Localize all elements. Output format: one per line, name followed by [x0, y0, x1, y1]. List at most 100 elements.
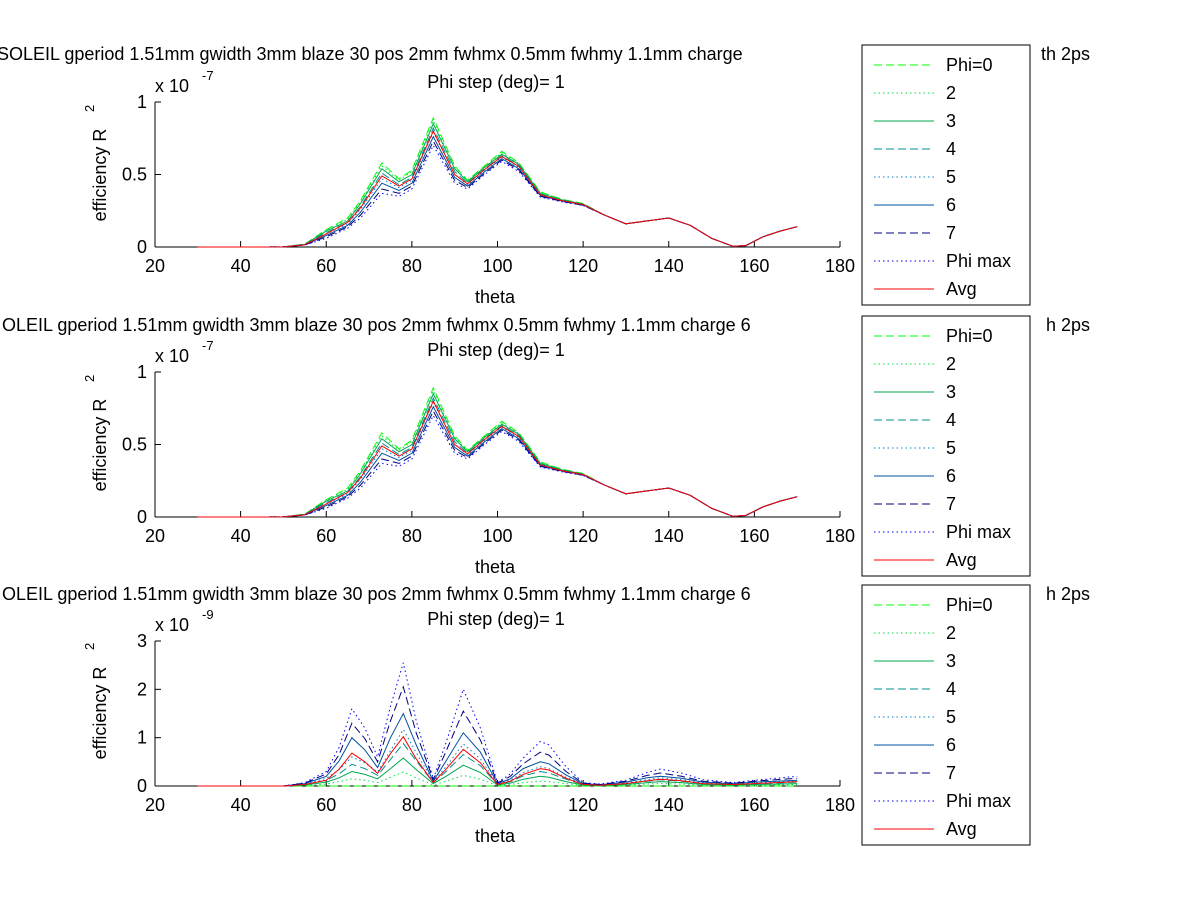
legend-label: Phi max	[946, 251, 1011, 271]
exponent-label: x 10	[155, 346, 189, 366]
x-tick-label: 160	[739, 256, 769, 276]
x-tick-label: 60	[316, 795, 336, 815]
legend-label: Avg	[946, 550, 977, 570]
plot-title-tail: h 2ps	[1046, 584, 1090, 604]
legend-label: 2	[946, 623, 956, 643]
legend-label: 3	[946, 651, 956, 671]
x-tick-label: 40	[231, 256, 251, 276]
y-axis-label-group: efficiency R 2	[82, 105, 110, 222]
x-tick-label: 160	[739, 795, 769, 815]
series-line-5	[197, 728, 798, 787]
legend: Phi=0 2 3 4 5 6 7 Phi max Avg	[861, 584, 1031, 846]
x-tick-label: 60	[316, 256, 336, 276]
x-tick-label: 40	[231, 526, 251, 546]
exponent-power: -7	[202, 338, 214, 353]
series-line-6	[197, 405, 798, 518]
series-line-2	[197, 119, 798, 248]
plot-subtitle: Phi step (deg)= 1	[427, 340, 565, 360]
legend-label: 4	[946, 410, 956, 430]
legend-label: 2	[946, 83, 956, 103]
y-axis-label: efficiency R	[90, 667, 110, 760]
y-tick-label: 0	[137, 507, 147, 527]
exponent-power: -7	[202, 68, 214, 83]
series-line-3	[197, 392, 798, 518]
series-line-6	[197, 712, 798, 787]
series-line-8	[197, 662, 798, 787]
x-tick-label: 180	[825, 795, 855, 815]
legend: Phi=0 2 3 4 5 6 7 Phi max Avg	[861, 44, 1031, 306]
x-tick-label: 20	[145, 526, 165, 546]
exponent-label: x 10	[155, 615, 189, 635]
series-line-9	[197, 399, 798, 518]
series-line-9	[197, 735, 798, 787]
x-tick-label: 140	[654, 795, 684, 815]
legend-label: 5	[946, 438, 956, 458]
y-tick-label: 2	[137, 679, 147, 699]
exponent-power: -9	[202, 607, 214, 622]
legend-box	[861, 44, 1031, 306]
x-tick-label: 180	[825, 526, 855, 546]
y-axis-label-sup: 2	[82, 105, 97, 112]
legend-label: 4	[946, 679, 956, 699]
y-tick-label: 1	[137, 728, 147, 748]
legend-label: Phi max	[946, 522, 1011, 542]
plot-title-tail: h 2ps	[1046, 315, 1090, 335]
legend-label: 6	[946, 735, 956, 755]
legend-label: 5	[946, 707, 956, 727]
y-tick-label: 0	[137, 237, 147, 257]
plot-title-tail: th 2ps	[1041, 44, 1090, 64]
legend-label: Phi=0	[946, 326, 993, 346]
plot-title: OLEIL gperiod 1.51mm gwidth 3mm blaze 30…	[2, 315, 751, 335]
legend-label: 7	[946, 494, 956, 514]
x-tick-label: 100	[482, 256, 512, 276]
exponent-label: x 10	[155, 76, 189, 96]
series-line-3	[197, 122, 798, 248]
series-line-8	[197, 414, 798, 518]
x-tick-label: 20	[145, 256, 165, 276]
x-tick-label: 80	[402, 526, 422, 546]
plot-title: OLEIL gperiod 1.51mm gwidth 3mm blaze 30…	[2, 584, 751, 604]
x-tick-label: 40	[231, 795, 251, 815]
subplot-3: 20 40 60 80 100 120 140 160 180 0 1 2 3 x 10 -9 OLEIL g…	[2, 584, 1090, 846]
legend-label: 7	[946, 763, 956, 783]
series-line-8	[197, 144, 798, 248]
series-line-4	[197, 126, 798, 248]
subplot-2: 20 40 60 80 100 120 140 160 180 0 0.5 1 x 10 -7 OLEIL …	[2, 315, 1090, 577]
x-tick-label: 160	[739, 526, 769, 546]
y-tick-label: 3	[137, 631, 147, 651]
series-line-5	[197, 131, 798, 248]
plot-subtitle: Phi step (deg)= 1	[427, 609, 565, 629]
y-axis-label: efficiency R	[90, 399, 110, 492]
plot-subtitle: Phi step (deg)= 1	[427, 72, 565, 92]
legend-label: Avg	[946, 819, 977, 839]
x-tick-label: 180	[825, 256, 855, 276]
legend-box	[861, 584, 1031, 846]
legend-box	[861, 315, 1031, 577]
x-tick-label: 100	[482, 526, 512, 546]
series-line-4	[197, 396, 798, 518]
series-line-6	[197, 135, 798, 248]
y-tick-label: 0	[137, 776, 147, 796]
y-axis-label-sup: 2	[82, 643, 97, 650]
legend-label: 7	[946, 223, 956, 243]
legend-label: Phi=0	[946, 595, 993, 615]
legend-label: Avg	[946, 279, 977, 299]
y-tick-label: 0.5	[122, 435, 147, 455]
series-line-2	[197, 389, 798, 518]
legend: Phi=0 2 3 4 5 6 7 Phi max Avg	[861, 315, 1031, 577]
series-line-5	[197, 401, 798, 518]
x-tick-label: 80	[402, 795, 422, 815]
subplot-1: 20 40 60 80 100 120 140 160 180 0 0.5 1 x 10 -7 SOLEIL…	[0, 44, 1090, 307]
legend-label: 4	[946, 139, 956, 159]
x-tick-label: 60	[316, 526, 336, 546]
plot-title: SOLEIL gperiod 1.51mm gwidth 3mm blaze 3…	[0, 44, 743, 64]
series-line-1	[197, 116, 798, 248]
x-tick-label: 80	[402, 256, 422, 276]
legend-label: Phi=0	[946, 55, 993, 75]
y-tick-label: 0.5	[122, 165, 147, 185]
y-axis-label-sup: 2	[82, 375, 97, 382]
x-tick-label: 140	[654, 526, 684, 546]
y-axis-label: efficiency R	[90, 129, 110, 222]
x-axis-label: theta	[475, 826, 516, 846]
